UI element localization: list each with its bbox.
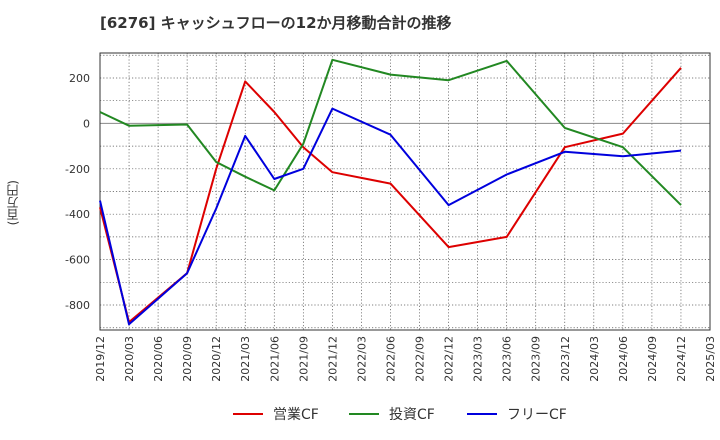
y-tick-label: -800 — [65, 299, 90, 312]
x-tick-label: 2023/09 — [530, 336, 543, 382]
x-tick-label: 2022/12 — [443, 336, 456, 382]
x-tick-label: 2021/12 — [326, 336, 339, 382]
series-lines — [99, 58, 682, 326]
plot-frame — [99, 52, 711, 331]
x-tick-label: 2020/03 — [123, 336, 136, 382]
x-tick-label: 2023/12 — [559, 336, 572, 382]
legend-label-2: フリーCF — [507, 407, 567, 423]
x-tick-label: 2024/09 — [646, 336, 659, 382]
x-tick-label: 2020/09 — [181, 336, 194, 382]
legend-label-0: 営業CF — [273, 407, 319, 423]
series-line-2 — [99, 107, 682, 326]
grid-lines — [100, 53, 710, 330]
x-tick-label: 2021/03 — [239, 336, 252, 382]
series-line-1 — [99, 58, 682, 206]
x-tick-label: 2019/12 — [94, 336, 107, 382]
x-tick-label: 2022/06 — [384, 336, 397, 382]
x-tick-label: 2024/12 — [675, 336, 688, 382]
x-tick-label: 2025/03 — [704, 336, 717, 382]
x-tick-label: 2022/03 — [355, 336, 368, 382]
series-line-0 — [99, 67, 682, 324]
legend-label-1: 投資CF — [389, 407, 435, 423]
x-axis: 2019/12 2020/03 2020/06 2020/09 2020/12 2021/… — [94, 336, 717, 382]
x-tick-label: 2024/06 — [617, 336, 630, 382]
y-tick-label: -400 — [65, 208, 90, 221]
x-tick-label: 2020/06 — [152, 336, 165, 382]
chart-title: [6276] キャッシュフローの12か月移動合計の推移 — [100, 14, 452, 32]
x-tick-label: 2020/12 — [210, 336, 223, 382]
x-tick-label: 2024/03 — [588, 336, 601, 382]
x-tick-label: 2023/06 — [501, 336, 514, 382]
legend: 営業CF 投資CF フリーCF — [233, 407, 567, 423]
x-tick-label: 2023/03 — [472, 336, 485, 382]
x-tick-label: 2022/09 — [414, 336, 427, 382]
y-tick-label: -600 — [65, 254, 90, 267]
y-axis: 200 0 -200 -400 -600 -800 — [65, 72, 90, 312]
x-tick-label: 2021/06 — [268, 336, 281, 382]
x-tick-label: 2021/09 — [297, 336, 310, 382]
y-tick-label: -200 — [65, 163, 90, 176]
y-tick-label: 200 — [69, 72, 90, 85]
y-tick-label: 0 — [83, 117, 90, 130]
